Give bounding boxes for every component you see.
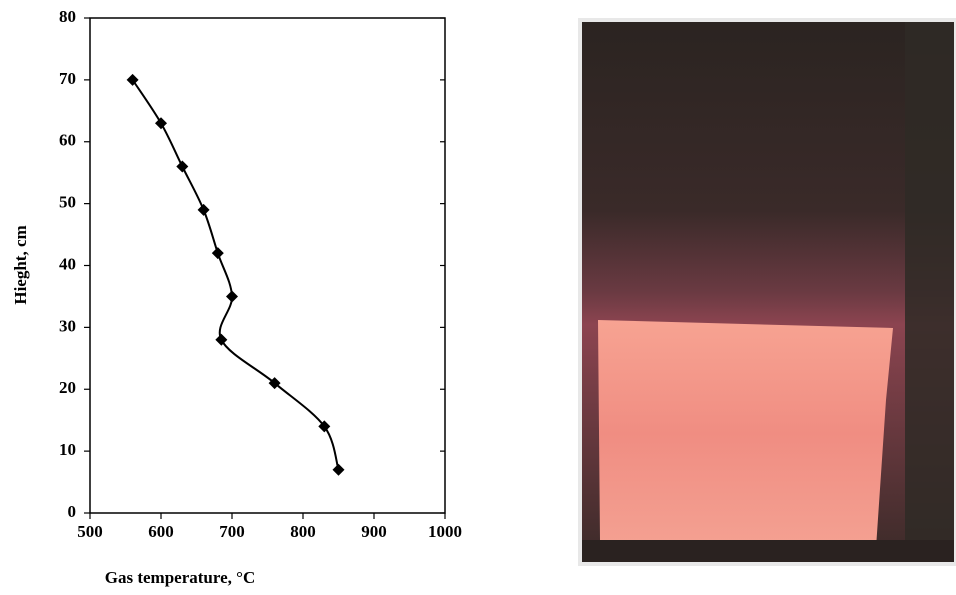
x-tick-label: 900: [361, 522, 387, 541]
data-point: [176, 160, 189, 173]
data-point: [268, 377, 281, 390]
y-tick-label: 30: [59, 316, 76, 335]
y-tick-label: 40: [59, 254, 76, 273]
glowing-bed: [598, 320, 893, 548]
photo: [578, 18, 956, 566]
x-tick-label: 600: [148, 522, 174, 541]
plot-frame: [89, 17, 446, 514]
data-line: [131, 79, 340, 470]
y-tick-label: 50: [59, 193, 76, 212]
photo-floor: [582, 540, 954, 562]
x-axis-label: Gas temperature, °C: [105, 568, 255, 587]
data-point: [197, 203, 210, 216]
y-tick-label: 20: [59, 378, 76, 397]
y-tick-label: 10: [59, 440, 76, 459]
y-tick-label: 0: [68, 502, 77, 521]
y-tick-label: 70: [59, 69, 76, 88]
data-point: [318, 420, 331, 433]
y-axis-label: Hieght, cm: [11, 225, 30, 304]
data-point: [211, 247, 224, 260]
data-point: [332, 463, 345, 476]
photo-wall: [905, 22, 954, 562]
x-tick-label: 1000: [428, 522, 462, 541]
x-tick-label: 800: [290, 522, 316, 541]
y-tick-label: 60: [59, 131, 76, 150]
data-point: [215, 333, 228, 346]
data-point: [226, 290, 238, 303]
data-point: [126, 73, 139, 86]
y-tick-label: 80: [59, 7, 76, 26]
x-tick-label: 500: [77, 522, 103, 541]
x-tick-label: 700: [219, 522, 245, 541]
data-point: [155, 117, 167, 130]
